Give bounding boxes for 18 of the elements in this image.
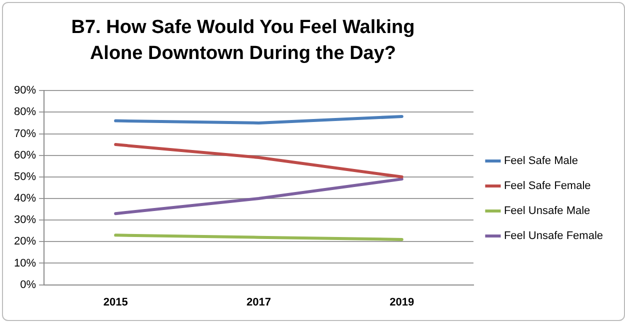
y-tick-label: 0% (20, 278, 36, 291)
y-tick-label: 60% (14, 149, 36, 162)
y-tick-label: 30% (14, 214, 36, 226)
x-tick-label: 2017 (246, 296, 271, 308)
chart-title: B7. How Safe Would You Feel Walking Alone Downtown During the Day? (70, 16, 416, 66)
legend-label: Feel Safe Male (504, 155, 578, 168)
y-tick-label: 70% (14, 128, 36, 140)
x-tick-label: 2019 (390, 296, 414, 308)
x-tick-label: 2015 (103, 296, 128, 308)
y-tick-label: 40% (14, 192, 36, 205)
legend-label: Feel Safe Female (504, 180, 591, 192)
y-tick-label: 20% (14, 236, 36, 248)
y-tick-label: 90% (14, 84, 36, 97)
y-tick-label: 50% (14, 170, 36, 183)
legend-label: Feel Unsafe Male (504, 205, 590, 218)
y-tick-label: 80% (14, 106, 36, 118)
y-tick-label: 10% (14, 257, 36, 270)
legend-label: Feel Unsafe Female (504, 230, 604, 242)
